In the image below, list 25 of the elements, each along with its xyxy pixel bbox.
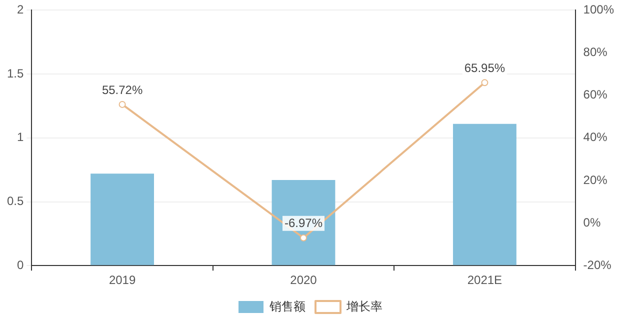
x-tick-label: 2021E xyxy=(467,273,502,288)
y2-tick-label: -20% xyxy=(583,258,612,272)
y2-tick-label: 80% xyxy=(583,45,608,60)
legend-label: 销售额 xyxy=(268,299,306,314)
y2-tick-label: 20% xyxy=(583,172,608,187)
bar xyxy=(452,124,516,266)
y-tick-label: 1.5 xyxy=(6,66,24,80)
x-tick-label: 2019 xyxy=(108,273,136,288)
y-tick-label: 1 xyxy=(16,130,24,144)
point xyxy=(300,234,307,242)
point xyxy=(118,100,126,108)
y2-tick-label: 100% xyxy=(583,2,614,17)
point xyxy=(481,79,488,86)
y-tick-label: 0.5 xyxy=(6,194,24,208)
y2-tick-label: 60% xyxy=(583,88,608,102)
bar xyxy=(90,174,154,266)
data-label: 55.72% xyxy=(102,82,143,97)
data-label: 65.95% xyxy=(464,60,506,75)
y-tick-label: 2 xyxy=(16,2,24,17)
y-tick-label: 0 xyxy=(16,258,24,272)
y2-tick-label: 40% xyxy=(583,130,608,144)
y2-tick-label: 0% xyxy=(583,215,601,230)
x-tick-label: 2020 xyxy=(290,273,318,288)
data-label: -6.97% xyxy=(284,216,323,230)
legend-label: 增长率 xyxy=(346,299,382,314)
